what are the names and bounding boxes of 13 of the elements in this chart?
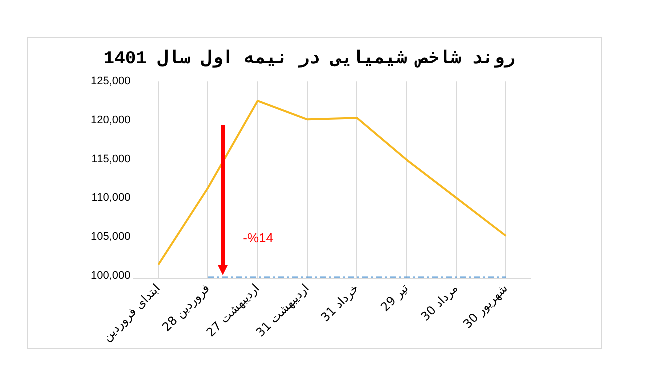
y-tick-label: 105,000: [90, 230, 131, 243]
x-tick-label: 29 تیر: [378, 281, 412, 314]
annotation: -%14: [243, 230, 274, 246]
x-tick-label: 30 مرداد: [418, 281, 461, 324]
y-tick-label: 115,000: [92, 153, 131, 166]
y-tick-label: 100,000: [90, 270, 131, 282]
x-tick-label: 30 شهریور: [460, 281, 511, 332]
y-tick-label: 120,000: [90, 114, 131, 126]
x-tick-label: ابتدای فروردین: [100, 281, 163, 344]
y-tick-label: 110,000: [92, 192, 131, 204]
y-tick-label: 125,000: [90, 76, 131, 88]
x-tick-label: 31 خرداد: [318, 281, 362, 325]
chart-title: روند شاخص شیمیایی در نیمه اول سال 1401: [104, 49, 516, 70]
